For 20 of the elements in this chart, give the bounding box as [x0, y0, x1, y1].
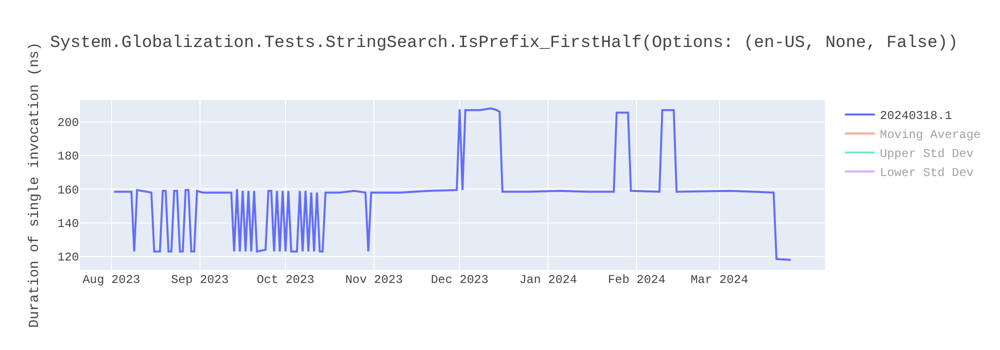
x-tick-label: Aug 2023	[82, 273, 140, 287]
x-tick-label: Jan 2024	[519, 273, 577, 287]
line-series	[113, 107, 792, 261]
x-tick-label: Mar 2024	[690, 273, 748, 287]
legend-label: Upper Std Dev	[880, 147, 974, 162]
x-tick-label: Nov 2023	[345, 273, 403, 287]
y-tick-label: 180	[57, 150, 79, 164]
x-tick-label: Oct 2023	[256, 273, 314, 287]
y-tick-label: 140	[57, 217, 79, 232]
x-tick-label: Feb 2024	[608, 273, 666, 287]
legend-label: Lower Std Dev	[880, 166, 974, 180]
y-axis-title: Duration of single invocation (ns)	[26, 42, 43, 328]
legend-label: Moving Average	[880, 128, 981, 142]
x-tick-label: Sep 2023	[171, 273, 229, 287]
x-tick-label: Dec 2023	[430, 273, 488, 287]
y-tick-label: 160	[57, 183, 79, 198]
y-tick-label: 120	[57, 250, 79, 265]
chart-title: System.Globalization.Tests.StringSearch.IsPrefix_FirstHalf(Options: (en-US, None, False))	[50, 34, 958, 53]
y-tick-label: 200	[57, 116, 79, 130]
legend-label: 20240318.1	[880, 109, 952, 124]
